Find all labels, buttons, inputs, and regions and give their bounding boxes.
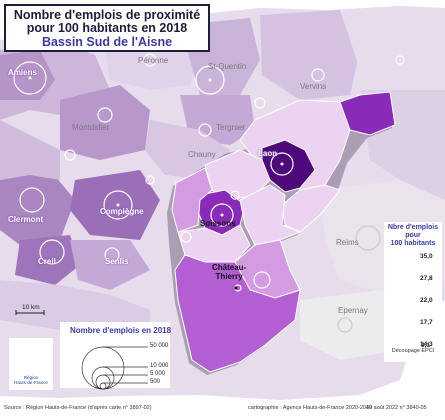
class-break-6: 9,1 <box>421 342 431 349</box>
city-label-tergnier: Tergnier <box>216 123 245 132</box>
title-line-1: Nombre d'emplois de proximité <box>13 8 201 22</box>
class-legend-title-line-2: pour <box>405 232 421 239</box>
city-label-epernay: Epernay <box>338 306 368 315</box>
class-break-1: 35,0 <box>420 253 433 260</box>
class-legend-title-line-3: 100 habitants <box>390 240 436 247</box>
city-label-vervins: Vervins <box>300 82 327 91</box>
city-label-chauny: Chauny <box>188 150 216 159</box>
city-label-peronne: Péronne <box>138 56 169 65</box>
class-legend-title: Nbre d'emplois pour 100 habitants <box>384 224 442 248</box>
city-label-compiegne: Compiègne <box>100 207 144 216</box>
city-label-amiens: Amiens <box>8 68 37 77</box>
region-clermont <box>0 170 75 245</box>
area-northeast-epci <box>339 91 396 136</box>
class-legend-title-line-1: Nbre d'emplois <box>387 224 439 231</box>
region-northeast <box>340 10 445 95</box>
class-legend: Nbre d'emplois pour 100 habitants 35,0 2… <box>384 222 442 362</box>
city-dots <box>28 76 284 290</box>
class-break-3: 22,0 <box>420 297 433 304</box>
city-label-soissons: Soissons <box>200 219 236 228</box>
area-west-epci <box>171 167 213 233</box>
region-senlis <box>70 240 150 290</box>
title-line-2: pour 100 habitants en 2018 <box>26 21 188 35</box>
bubble-legend-value-3: 5 000 <box>150 371 166 377</box>
title-line-3: Bassin Sud de l'Aisne <box>41 35 173 49</box>
bubble-legend-title: Nombre d'emplois en 2018 <box>70 326 172 335</box>
region-vervins <box>260 10 360 100</box>
area-chateau-thierry <box>174 254 301 373</box>
city-label-laon: Laon <box>258 149 278 158</box>
city-label-senlis: Senlis <box>105 257 129 266</box>
bubble-legend-value-4: 500 <box>150 379 161 385</box>
class-break-5: 14,3 <box>420 341 433 348</box>
city-label-montdidier: Montdidier <box>72 123 110 132</box>
region-west <box>0 120 60 180</box>
city-label-saint-quentin: St-Quentin <box>208 62 247 71</box>
area-central <box>239 184 302 246</box>
city-label-reims: Reims <box>336 238 359 247</box>
class-break-2: 27,8 <box>420 275 433 282</box>
region-amiens <box>0 50 55 100</box>
region-logo-text: Région Hauts-de-France <box>14 375 48 385</box>
city-label-chateau-thierry: Château- Thierry <box>212 263 247 281</box>
region-south-west <box>0 280 150 330</box>
city-label-creil: Creil <box>38 257 56 266</box>
scale-bar <box>15 310 45 315</box>
class-legend-footnote: Découpage EPCI <box>391 348 435 354</box>
footer-date: 19 août 2022 n° 3840-05 <box>366 405 427 411</box>
footer-cartography: cartographie : Agence Hauts-de-France 20… <box>248 405 373 411</box>
region-logo: Région Hauts-de-France <box>9 338 53 388</box>
bubble-legend-value-1: 50 000 <box>150 343 169 349</box>
map-title-box: Nombre d'emplois de proximité pour 100 h… <box>4 4 210 52</box>
city-label-clermont: Clermont <box>8 215 44 224</box>
bubble-legend-value-2: 10 000 <box>150 363 169 369</box>
class-break-4: 17,7 <box>420 319 433 326</box>
scale-label: 10 km <box>22 304 40 311</box>
footer-source: Source : Région Hauts-de-France (d'après… <box>4 405 152 411</box>
region-compiegne <box>70 170 160 240</box>
bubble-legend-circles <box>81 346 148 390</box>
